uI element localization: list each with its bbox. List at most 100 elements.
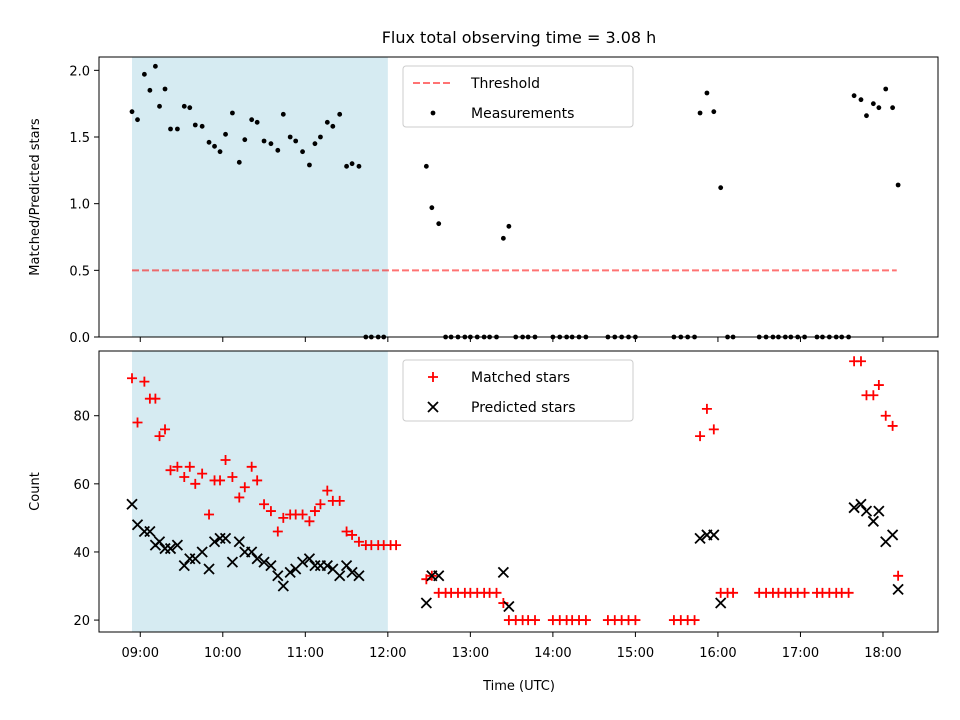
matched-star-point [498, 598, 509, 609]
measurement-point [312, 141, 318, 147]
predicted-star-point [296, 556, 309, 568]
measurement-point [330, 123, 336, 129]
legend: Matched stars Predicted stars [402, 359, 634, 422]
matched-star-point [127, 373, 138, 384]
measurement-point [168, 126, 173, 132]
measurement-point [242, 137, 248, 143]
matched-star-point [868, 390, 879, 401]
matched-star-point [197, 468, 208, 479]
legend-box [402, 65, 634, 128]
predicted-star-point [164, 542, 177, 555]
y-tick-label: 20 [73, 614, 90, 629]
measurement-point [704, 90, 710, 96]
matched-star-point [220, 454, 231, 465]
predicted-star-point [265, 559, 277, 572]
predicted-star-point [153, 536, 166, 548]
measurement-point [147, 87, 153, 93]
predicted-star-point [126, 498, 138, 510]
matched-star-point [855, 356, 866, 367]
matched-star-point [689, 615, 700, 626]
measurement-point [423, 163, 429, 169]
matched-star-point [887, 420, 898, 431]
predicted-star-point [433, 570, 445, 582]
matched-star-point [334, 495, 345, 506]
matched-star-point [179, 472, 190, 483]
predicted-star-point [860, 505, 873, 517]
legend-label: Measurements [471, 106, 574, 122]
matched-star-point [215, 475, 226, 486]
measurement-point [280, 111, 286, 117]
matched-star-point [246, 461, 257, 472]
matched-star-point [347, 529, 358, 540]
matched-star-point [239, 482, 250, 493]
matched-star-point [139, 376, 150, 387]
matched-star-point [341, 526, 352, 537]
predicted-star-point [277, 580, 289, 592]
matched-star-point [353, 536, 364, 547]
predicted-star-point [334, 570, 346, 582]
measurement-point [206, 139, 212, 145]
y-tick-label: 2.0 [69, 64, 90, 79]
legend-label: Threshold [470, 76, 540, 92]
matched-star-point [893, 570, 904, 581]
matched-star-point [491, 587, 502, 598]
measurement-point [275, 147, 281, 153]
measurement-point [223, 131, 228, 137]
matched-star-point [530, 615, 541, 626]
predicted-star-point [321, 559, 333, 572]
x-tick-label: 13:00 [452, 646, 489, 661]
predicted-star-point [203, 563, 215, 575]
x-tick-label: 15:00 [617, 646, 654, 661]
predicted-star-point [694, 532, 706, 544]
measurement-point [192, 122, 198, 128]
predicted-star-point [867, 515, 879, 527]
predicted-star-point [303, 553, 316, 565]
y-axis-label: Matched/Predicted stars [28, 118, 43, 276]
predicted-star-point [340, 559, 353, 572]
measurement-point [883, 86, 889, 92]
predicted-star-point [420, 597, 432, 609]
measurement-point [129, 109, 135, 115]
matched-star-point [172, 461, 183, 472]
measurement-point [236, 159, 242, 165]
measurement-point [344, 163, 349, 169]
measurement-point [135, 117, 140, 123]
y-axis-label: Count [28, 472, 43, 511]
measurement-point [141, 71, 147, 77]
matched-star-point [297, 509, 308, 520]
measurement-point [506, 223, 512, 229]
predicted-star-point [178, 559, 190, 572]
predicted-star-point [708, 529, 720, 541]
predicted-star-point [346, 566, 358, 579]
measurement-point [324, 119, 330, 125]
measurement-point [287, 134, 293, 140]
matched-star-point [234, 492, 245, 503]
predicted-star-point [226, 556, 239, 568]
x-tick-label: 18:00 [864, 646, 901, 661]
measurement-point [300, 149, 305, 155]
measurement-point [268, 141, 274, 147]
matched-star-point [309, 506, 320, 517]
measurement-point [254, 119, 260, 125]
matched-star-point [304, 516, 315, 527]
measurement-point [864, 113, 869, 119]
matched-star-point [322, 485, 333, 496]
ratio-panel: 0.0 0.5 1.0 1.5 2.0 Matched/Predicted stars Th… [28, 56, 939, 346]
legend-box [402, 359, 634, 422]
measurement-point [356, 163, 362, 169]
predicted-star-point [284, 566, 296, 579]
x-tick-label: 14:00 [534, 646, 571, 661]
y-tick-label: 60 [73, 478, 90, 493]
predicted-star-point [246, 546, 258, 558]
y-tick-label: 1.5 [69, 131, 90, 146]
measurement-point [895, 182, 901, 188]
measurement-point [181, 103, 187, 109]
legend-measurement-swatch [430, 110, 436, 116]
measurement-point [500, 235, 506, 241]
predicted-star-point [272, 570, 284, 582]
legend-label: Predicted stars [471, 400, 576, 416]
matched-star-point [391, 540, 402, 551]
predicted-star-point [258, 556, 270, 568]
measurement-point [187, 105, 193, 111]
measurement-point [858, 97, 864, 103]
